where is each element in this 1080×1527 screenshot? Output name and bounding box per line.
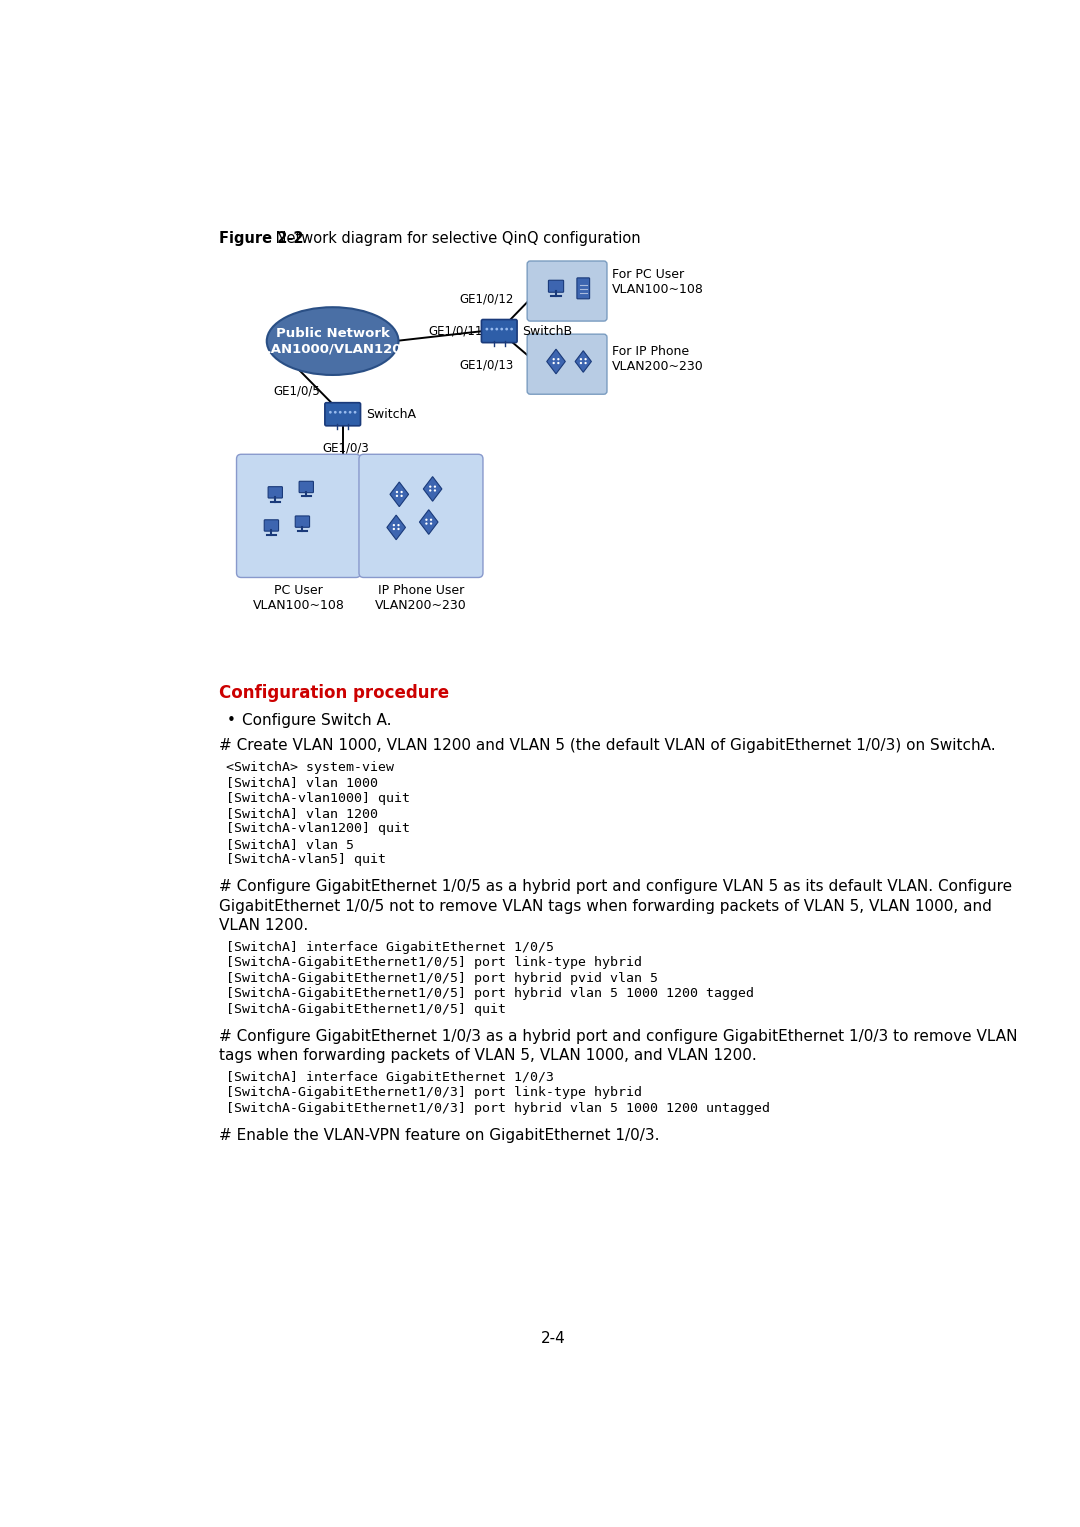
Circle shape <box>426 519 428 521</box>
Text: GE1/0/13: GE1/0/13 <box>459 359 513 371</box>
Text: [SwitchA] interface GigabitEthernet 1/0/3: [SwitchA] interface GigabitEthernet 1/0/… <box>227 1070 554 1084</box>
Circle shape <box>395 495 399 496</box>
Circle shape <box>553 357 555 360</box>
Circle shape <box>580 362 582 365</box>
Polygon shape <box>423 476 442 501</box>
Circle shape <box>349 411 351 414</box>
Circle shape <box>353 411 356 414</box>
Polygon shape <box>387 515 405 539</box>
Text: GigabitEthernet 1/0/5 not to remove VLAN tags when forwarding packets of VLAN 5,: GigabitEthernet 1/0/5 not to remove VLAN… <box>218 898 991 913</box>
FancyBboxPatch shape <box>549 281 564 292</box>
Circle shape <box>401 495 403 496</box>
Text: [SwitchA-GigabitEthernet1/0/5] port link-type hybrid: [SwitchA-GigabitEthernet1/0/5] port link… <box>227 956 643 970</box>
Text: [SwitchA-GigabitEthernet1/0/5] port hybrid pvid vlan 5: [SwitchA-GigabitEthernet1/0/5] port hybr… <box>227 971 659 985</box>
Text: PC User
VLAN100~108: PC User VLAN100~108 <box>253 583 345 612</box>
Circle shape <box>505 328 508 330</box>
Text: # Enable the VLAN-VPN feature on GigabitEthernet 1/0/3.: # Enable the VLAN-VPN feature on Gigabit… <box>218 1128 659 1144</box>
Text: [SwitchA-vlan1200] quit: [SwitchA-vlan1200] quit <box>227 823 410 835</box>
FancyBboxPatch shape <box>299 481 313 493</box>
Text: Network diagram for selective QinQ configuration: Network diagram for selective QinQ confi… <box>271 231 642 246</box>
Circle shape <box>557 357 559 360</box>
Circle shape <box>584 362 586 365</box>
Text: [SwitchA] interface GigabitEthernet 1/0/5: [SwitchA] interface GigabitEthernet 1/0/… <box>227 941 554 954</box>
Circle shape <box>393 524 395 527</box>
Text: [SwitchA] vlan 1200: [SwitchA] vlan 1200 <box>227 806 378 820</box>
Circle shape <box>401 490 403 493</box>
Circle shape <box>343 411 347 414</box>
Circle shape <box>557 362 559 365</box>
Text: [SwitchA-vlan5] quit: [SwitchA-vlan5] quit <box>227 854 387 866</box>
FancyBboxPatch shape <box>527 334 607 394</box>
Text: SwitchA: SwitchA <box>366 408 416 421</box>
Circle shape <box>393 528 395 530</box>
Text: [SwitchA] vlan 1000: [SwitchA] vlan 1000 <box>227 776 378 789</box>
Text: Public Network
VLAN1000/VLAN1200: Public Network VLAN1000/VLAN1200 <box>253 327 411 356</box>
Polygon shape <box>576 351 592 373</box>
Text: Configure Switch A.: Configure Switch A. <box>242 713 391 728</box>
Text: •: • <box>227 713 235 728</box>
FancyBboxPatch shape <box>265 519 279 531</box>
Text: GE1/0/12: GE1/0/12 <box>459 293 513 305</box>
Text: [SwitchA-GigabitEthernet1/0/3] port hybrid vlan 5 1000 1200 untagged: [SwitchA-GigabitEthernet1/0/3] port hybr… <box>227 1102 770 1115</box>
Circle shape <box>397 524 400 527</box>
Text: # Create VLAN 1000, VLAN 1200 and VLAN 5 (the default VLAN of GigabitEthernet 1/: # Create VLAN 1000, VLAN 1200 and VLAN 5… <box>218 738 996 753</box>
Circle shape <box>334 411 337 414</box>
Text: Figure 2-2: Figure 2-2 <box>218 231 303 246</box>
Circle shape <box>397 528 400 530</box>
Text: <SwitchA> system-view: <SwitchA> system-view <box>227 760 394 774</box>
Text: # Configure GigabitEthernet 1/0/3 as a hybrid port and configure GigabitEthernet: # Configure GigabitEthernet 1/0/3 as a h… <box>218 1029 1017 1043</box>
Circle shape <box>434 489 436 492</box>
Text: [SwitchA-GigabitEthernet1/0/5] quit: [SwitchA-GigabitEthernet1/0/5] quit <box>227 1003 507 1015</box>
Polygon shape <box>419 510 438 534</box>
Text: VLAN 1200.: VLAN 1200. <box>218 918 308 933</box>
Circle shape <box>510 328 513 330</box>
FancyBboxPatch shape <box>268 487 283 498</box>
FancyBboxPatch shape <box>527 261 607 321</box>
Circle shape <box>329 411 332 414</box>
Circle shape <box>429 486 431 487</box>
Text: IP Phone User
VLAN200~230: IP Phone User VLAN200~230 <box>375 583 467 612</box>
Text: GE1/0/3: GE1/0/3 <box>323 441 369 454</box>
Circle shape <box>580 357 582 360</box>
Circle shape <box>430 519 432 521</box>
Text: # Configure GigabitEthernet 1/0/5 as a hybrid port and configure VLAN 5 as its d: # Configure GigabitEthernet 1/0/5 as a h… <box>218 880 1012 895</box>
Circle shape <box>496 328 498 330</box>
Text: For PC User
VLAN100~108: For PC User VLAN100~108 <box>611 267 703 296</box>
Ellipse shape <box>267 307 399 376</box>
Circle shape <box>490 328 494 330</box>
Text: [SwitchA] vlan 5: [SwitchA] vlan 5 <box>227 838 354 851</box>
Circle shape <box>426 522 428 525</box>
FancyBboxPatch shape <box>237 454 361 577</box>
Circle shape <box>584 357 586 360</box>
Text: Configuration procedure: Configuration procedure <box>218 684 449 702</box>
Text: tags when forwarding packets of VLAN 5, VLAN 1000, and VLAN 1200.: tags when forwarding packets of VLAN 5, … <box>218 1048 756 1063</box>
Circle shape <box>486 328 488 330</box>
Circle shape <box>553 362 555 365</box>
Circle shape <box>430 522 432 525</box>
Text: For IP Phone
VLAN200~230: For IP Phone VLAN200~230 <box>611 345 703 373</box>
Text: [SwitchA-GigabitEthernet1/0/5] port hybrid vlan 5 1000 1200 tagged: [SwitchA-GigabitEthernet1/0/5] port hybr… <box>227 986 755 1000</box>
Text: GE1/0/11: GE1/0/11 <box>428 324 483 337</box>
Polygon shape <box>390 483 408 507</box>
Text: [SwitchA-vlan1000] quit: [SwitchA-vlan1000] quit <box>227 791 410 805</box>
FancyBboxPatch shape <box>325 403 361 426</box>
FancyBboxPatch shape <box>482 319 517 342</box>
Circle shape <box>395 490 399 493</box>
Text: SwitchB: SwitchB <box>523 325 572 337</box>
FancyBboxPatch shape <box>359 454 483 577</box>
FancyBboxPatch shape <box>295 516 310 527</box>
Circle shape <box>434 486 436 487</box>
Circle shape <box>339 411 341 414</box>
Text: [SwitchA-GigabitEthernet1/0/3] port link-type hybrid: [SwitchA-GigabitEthernet1/0/3] port link… <box>227 1086 643 1099</box>
Text: 2-4: 2-4 <box>541 1330 566 1345</box>
Circle shape <box>500 328 503 330</box>
Circle shape <box>429 489 431 492</box>
Text: GE1/0/5: GE1/0/5 <box>273 385 320 399</box>
FancyBboxPatch shape <box>577 278 590 299</box>
Polygon shape <box>546 350 565 374</box>
